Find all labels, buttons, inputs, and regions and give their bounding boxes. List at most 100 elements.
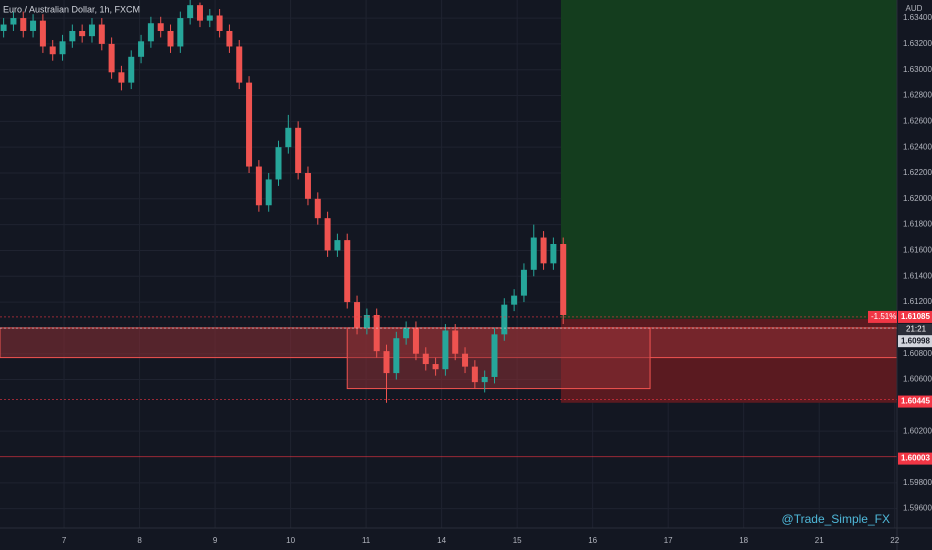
candle-body [324,218,331,251]
x-tick-label: 8 [137,536,142,545]
candle-body [354,302,361,328]
x-tick-label: 11 [362,536,371,545]
candle-body [236,46,243,83]
candle-body [275,147,282,180]
change-label: -1.51% [871,312,896,321]
profit-zone [560,0,897,319]
candle-body [462,353,469,367]
candle-body [540,237,547,264]
zone [346,327,651,390]
y-tick-label: 1.63000 [903,65,932,74]
y-tick-label: 1.62600 [903,116,932,125]
y-tick-label: 1.62000 [903,194,932,203]
y-tick-label: 1.61200 [903,297,932,306]
y-tick-label: 1.60200 [903,426,932,435]
price-badge [898,395,932,408]
x-tick-label: 14 [437,536,446,545]
candle-body [187,5,194,19]
y-tick-label: 1.62800 [903,91,932,100]
candle-body [10,18,17,25]
candle-body [383,351,390,374]
candle-body [422,353,429,365]
candle-body [560,243,567,315]
candle-body [373,314,380,352]
watermark: @Trade_Simple_FX [782,512,890,526]
candle-body [128,56,135,83]
candle-body [452,330,459,354]
candle-body [216,15,223,31]
y-tick-label: 1.59600 [903,504,932,513]
candle-body [432,364,439,370]
price-badge-label: 1.60998 [901,336,930,345]
candle-body [520,269,527,296]
candle-body [285,127,292,148]
chart-title: Euro / Australian Dollar, 1h, FXCM [3,4,140,14]
x-tick-label: 7 [62,536,67,545]
price-badge [898,452,932,465]
candle-body [118,72,125,83]
change-badge [868,310,897,323]
price-badge [898,310,932,323]
candle-body [59,41,66,55]
y-tick-label: 1.60800 [903,349,932,358]
candle-body [255,166,262,206]
candle-body [167,30,174,47]
y-tick-label: 1.60600 [903,375,932,384]
candle-body [196,5,203,21]
candle-body [246,82,253,167]
candle-body [471,366,478,383]
candle-body [442,330,449,370]
x-tick-label: 9 [213,536,218,545]
y-tick-label: 1.63200 [903,39,932,48]
candle-body [20,18,27,31]
y-tick-label: 1.62200 [903,168,932,177]
candle-body [226,30,233,47]
candle-body [0,24,7,31]
candle-body [501,304,508,335]
y-tick-label: 1.61800 [903,220,932,229]
y-tick-label: 1.61600 [903,246,932,255]
candle-body [412,327,419,354]
currency-label: AUD [906,4,923,13]
price-badge-label: 1.60003 [901,454,930,463]
y-tick-label: 1.62400 [903,142,932,151]
candle-body [344,240,351,303]
candle-body [304,172,311,199]
candle-body [403,327,410,339]
price-badge [898,335,932,348]
candle-body [491,334,498,377]
candle-body [147,23,154,42]
candle-body [530,237,537,270]
candle-body [334,240,341,251]
candle-body [30,20,37,31]
candle-body [206,15,213,21]
price-badge-label: 1.61085 [901,312,930,321]
candle-body [138,41,145,57]
candle-body [49,46,56,55]
candle-body [177,18,184,47]
candle-body [79,30,86,37]
candle-body [39,20,46,47]
x-tick-label: 21 [815,536,824,545]
candle-body [295,127,302,173]
candle-body [363,314,370,328]
candle-body [265,179,272,206]
x-tick-label: 10 [286,536,295,545]
candle-body [88,24,95,37]
x-tick-label: 18 [739,536,748,545]
x-tick-label: 15 [513,536,522,545]
candle-body [314,198,321,219]
candle-body [550,243,557,264]
candle-body [108,43,115,73]
candle-body [157,23,164,31]
candle-body [98,24,105,44]
candle-body [69,30,76,42]
x-tick-label: 16 [588,536,597,545]
candle-body [393,338,400,374]
x-tick-label: 17 [664,536,673,545]
y-tick-label: 1.59800 [903,478,932,487]
price-badge-label: 1.60445 [901,397,930,406]
countdown-label: 21:21 [906,325,927,334]
y-tick-label: 1.61400 [903,271,932,280]
